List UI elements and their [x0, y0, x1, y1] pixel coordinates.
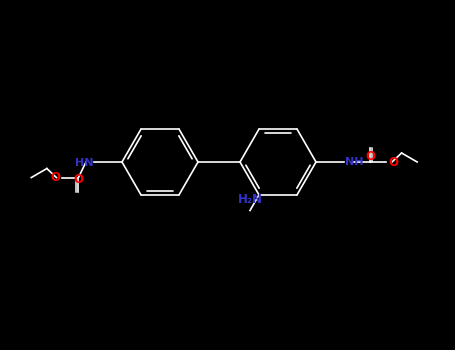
Text: O: O	[388, 155, 398, 168]
Text: O: O	[51, 171, 61, 184]
Text: O: O	[73, 173, 83, 186]
Text: H₂N: H₂N	[238, 194, 263, 206]
Text: O: O	[365, 150, 375, 163]
Text: NH: NH	[345, 157, 364, 167]
Text: HN: HN	[75, 158, 93, 168]
